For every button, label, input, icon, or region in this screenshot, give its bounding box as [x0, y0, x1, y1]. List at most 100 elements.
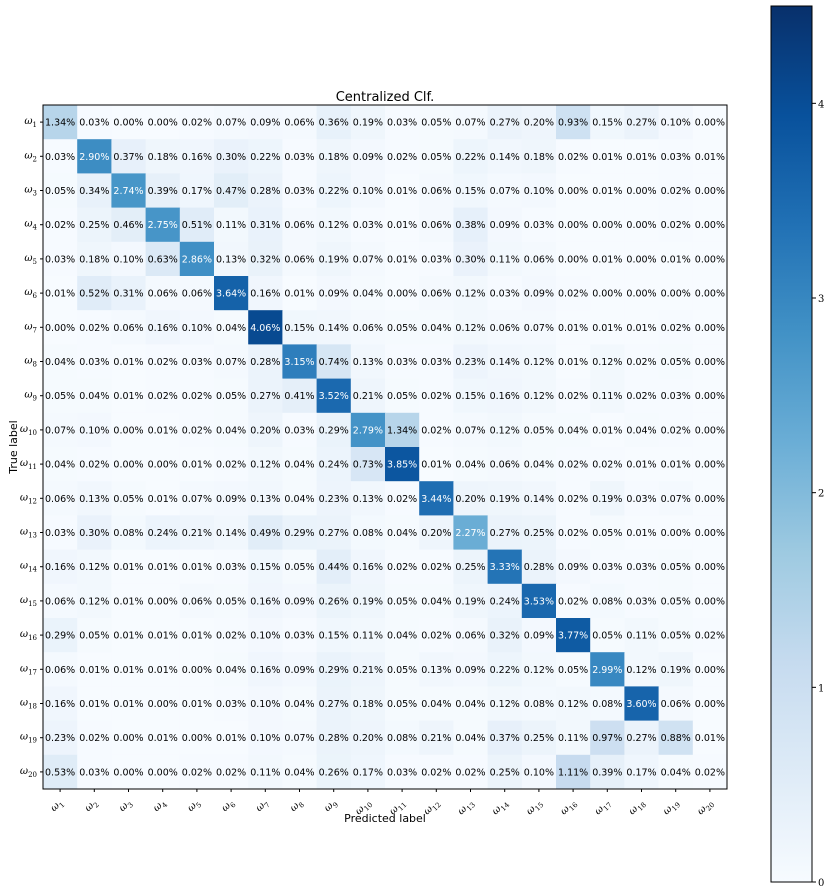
heatmap-cell: [692, 686, 728, 722]
heatmap-cell: [590, 618, 625, 653]
heatmap-cell: [179, 515, 215, 551]
cell-value-label: 0.12%: [490, 699, 520, 710]
cell-value-label: 0.13%: [353, 357, 383, 368]
heatmap-cell: [179, 549, 215, 585]
cell-value-label: 0.01%: [79, 665, 109, 676]
cell-value-label: 0.52%: [79, 289, 109, 300]
heatmap-cell: [556, 139, 591, 174]
cell-value-label: 2.90%: [79, 152, 109, 163]
cell-value-label: 0.03%: [661, 152, 691, 163]
cell-value-label: 3.77%: [558, 631, 588, 642]
heatmap-cell: [350, 412, 386, 448]
heatmap-cell: [316, 754, 352, 790]
cell-value-label: 0.30%: [216, 152, 246, 163]
heatmap-cell: [214, 310, 249, 345]
class-tick-label: ω17: [20, 663, 37, 676]
heatmap-cell: [453, 241, 489, 277]
cell-value-label: 0.10%: [182, 323, 212, 334]
heatmap-cell: [624, 241, 660, 277]
heatmap-cell: [419, 754, 454, 790]
heatmap-cell: [692, 241, 728, 277]
cell-value-label: 0.27%: [626, 118, 656, 129]
cell-value-label: 2.79%: [353, 425, 383, 436]
cell-value-label: 0.10%: [113, 254, 143, 265]
cell-value-label: 0.27%: [490, 118, 520, 129]
heatmap-cell: [453, 105, 489, 140]
heatmap-cell: [385, 378, 420, 414]
heatmap-cell: [624, 686, 660, 722]
heatmap-cell: [692, 344, 728, 380]
cell-value-label: 0.17%: [626, 767, 656, 778]
heatmap-cell: [111, 720, 147, 756]
class-tick-label: ω9: [322, 797, 340, 815]
cell-value-label: 0.34%: [79, 186, 109, 197]
cell-value-label: 0.12%: [524, 665, 554, 676]
heatmap-cell: [214, 276, 249, 311]
heatmap-cell: [43, 549, 78, 585]
cell-value-label: 0.00%: [695, 186, 725, 197]
cell-value-label: 3.44%: [421, 494, 451, 505]
cell-value-label: 0.47%: [216, 186, 246, 197]
heatmap-cell: [453, 686, 489, 722]
cell-value-label: 0.06%: [45, 665, 75, 676]
cell-value-label: 0.05%: [661, 357, 691, 368]
cell-value-label: 0.12%: [79, 596, 109, 607]
cell-value-label: 0.22%: [490, 665, 520, 676]
heatmap-cell: [453, 515, 489, 551]
cell-value-label: 0.02%: [695, 631, 725, 642]
heatmap-cell: [77, 310, 112, 345]
heatmap-cell: [385, 276, 420, 311]
heatmap-cell: [590, 139, 625, 174]
cell-value-label: 0.00%: [695, 665, 725, 676]
heatmap-cell: [179, 241, 215, 277]
heatmap-cell: [111, 686, 147, 722]
cell-value-label: 0.09%: [250, 118, 280, 129]
cell-value-label: 0.04%: [284, 460, 314, 471]
heatmap-cell: [350, 686, 386, 722]
heatmap-cell: [385, 652, 420, 687]
heatmap-cell: [487, 344, 523, 380]
heatmap-cell: [111, 412, 147, 448]
heatmap-cell: [316, 618, 352, 653]
heatmap-cell: [77, 139, 112, 174]
heatmap-cell: [282, 686, 318, 722]
heatmap-cell: [453, 310, 489, 345]
class-tick-label: ω12: [20, 492, 37, 505]
class-tick-label: ω20: [695, 797, 716, 818]
cell-value-label: 0.01%: [661, 460, 691, 471]
heatmap-cell: [590, 652, 625, 687]
heatmap-cell: [590, 276, 625, 311]
class-tick-label: ω3: [117, 797, 135, 815]
cell-value-label: 0.01%: [113, 699, 143, 710]
heatmap-cell: [419, 105, 454, 140]
heatmap-cell: [624, 105, 660, 140]
heatmap-cell: [214, 583, 249, 619]
cell-value-label: 3.85%: [387, 460, 417, 471]
cell-value-label: 0.19%: [353, 596, 383, 607]
cell-value-label: 0.04%: [216, 665, 246, 676]
heatmap-cell: [521, 652, 557, 687]
cell-value-label: 0.19%: [319, 254, 349, 265]
cell-value-label: 0.02%: [182, 767, 212, 778]
cell-value-label: 0.02%: [216, 767, 246, 778]
heatmap-cell: [179, 412, 215, 448]
heatmap-cell: [282, 344, 318, 380]
cell-value-label: 0.02%: [216, 631, 246, 642]
cell-value-label: 0.06%: [284, 220, 314, 231]
class-tick-label: ω13: [20, 527, 37, 540]
cell-value-label: 0.20%: [250, 425, 280, 436]
cell-value-label: 0.16%: [490, 391, 520, 402]
cell-value-label: 0.01%: [592, 425, 622, 436]
heatmap-cell: [316, 412, 352, 448]
heatmap-cell: [590, 447, 625, 482]
cell-value-label: 0.19%: [661, 665, 691, 676]
heatmap-cell: [658, 515, 694, 551]
cell-value-label: 0.21%: [421, 733, 451, 744]
heatmap-cell: [556, 618, 591, 653]
cell-value-label: 0.21%: [182, 528, 212, 539]
heatmap-cell: [385, 549, 420, 585]
heatmap-cell: [692, 618, 728, 653]
cell-value-label: 0.25%: [490, 767, 520, 778]
cell-value-label: 0.88%: [661, 733, 691, 744]
cell-value-label: 0.27%: [319, 528, 349, 539]
